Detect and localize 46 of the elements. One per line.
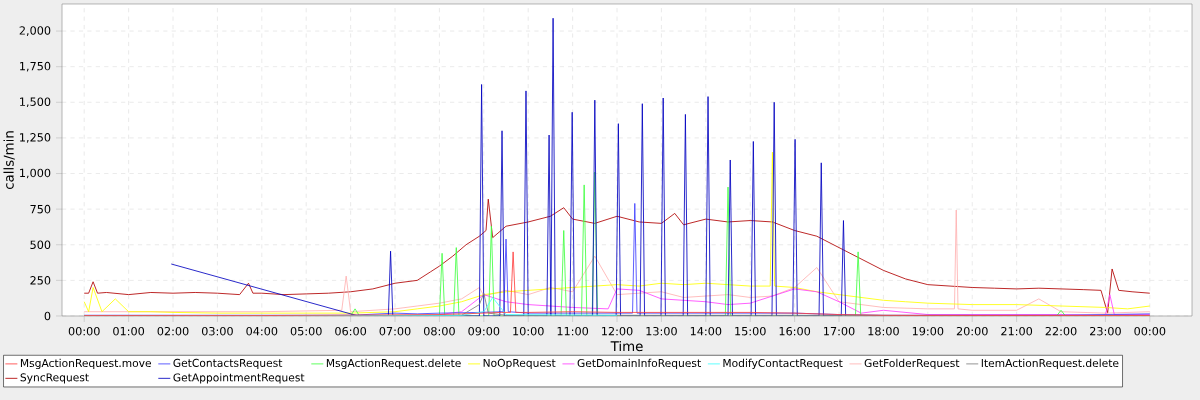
y-tick-label: 1,250 [20, 133, 51, 143]
x-tick-label: 18:00 [868, 326, 899, 336]
x-tick-label: 16:00 [779, 326, 811, 336]
legend-label: GetDomainInfoRequest [577, 358, 701, 370]
x-tick-label: 06:00 [335, 326, 367, 336]
legend-label: ModifyContactRequest [723, 358, 843, 370]
y-tick-label: 1,750 [20, 61, 51, 72]
y-tick-label: 1,000 [20, 168, 51, 179]
legend-label: GetAppointmentRequest [173, 373, 305, 384]
x-axis-title: Time [610, 340, 643, 352]
y-tick-label: 0 [44, 311, 51, 321]
x-tick-label: 00:00 [68, 326, 100, 336]
legend-label: NoOpRequest [483, 358, 556, 370]
x-tick-label: 20:00 [956, 326, 988, 336]
x-tick-label: 08:00 [423, 326, 455, 336]
x-tick-label: 01:00 [113, 326, 145, 336]
x-tick-label: 03:00 [201, 326, 233, 336]
legend-label: MsgActionRequest.move [20, 358, 152, 370]
y-tick-label: 2,000 [19, 26, 51, 36]
x-tick-label: 19:00 [912, 326, 944, 336]
x-tick-label: 23:00 [1090, 326, 1121, 336]
x-tick-label: 12:00 [602, 326, 633, 336]
x-tick-label: 15:00 [735, 326, 766, 336]
legend-label: SyncRequest [20, 373, 89, 384]
x-tick-label: 05:00 [290, 326, 322, 336]
y-tick-label: 250 [30, 276, 51, 285]
legend-label: ItemActionRequest.delete [981, 358, 1119, 370]
x-tick-label: 11:00 [557, 326, 589, 336]
x-tick-label: 13:00 [646, 326, 677, 336]
x-tick-label: 02:00 [157, 326, 189, 336]
legend-label: MsgActionRequest.delete [326, 358, 461, 370]
x-tick-label: 00:00 [1134, 326, 1166, 336]
y-tick-label: 1,500 [20, 97, 51, 108]
x-tick-label: 09:00 [468, 326, 500, 336]
x-tick-label: 14:00 [690, 326, 722, 336]
x-tick-label: 04:00 [246, 326, 278, 336]
y-axis-title: calls/min [3, 131, 15, 190]
y-tick-label: 750 [30, 204, 51, 214]
legend-label: GetFolderRequest [864, 358, 960, 370]
x-tick-label: 07:00 [379, 326, 411, 336]
x-tick-label: 21:00 [1001, 326, 1033, 336]
x-tick-label: 17:00 [824, 326, 855, 336]
x-tick-label: 22:00 [1045, 326, 1077, 336]
legend-label: GetContactsRequest [173, 358, 283, 370]
x-tick-label: 10:00 [513, 326, 544, 336]
y-tick-label: 500 [30, 240, 51, 249]
